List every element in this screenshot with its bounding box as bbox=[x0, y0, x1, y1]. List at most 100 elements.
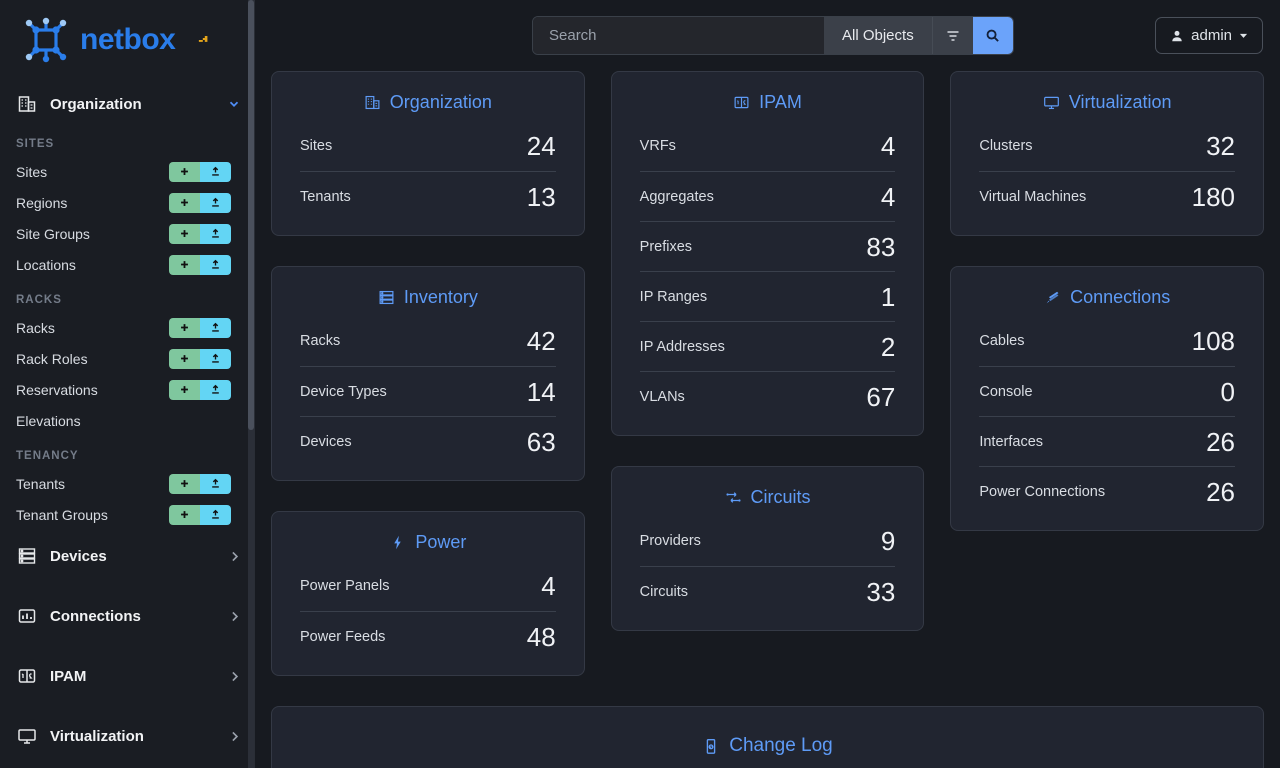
stat-row[interactable]: Devices 63 bbox=[300, 416, 556, 466]
server-rack-icon bbox=[16, 545, 38, 567]
card-connections: Connections Cables 108 Console 0 bbox=[950, 266, 1265, 531]
stat-value: 13 bbox=[526, 181, 556, 212]
stat-label: Racks bbox=[300, 333, 341, 349]
stat-row[interactable]: VRFs 4 bbox=[640, 121, 896, 171]
stat-row[interactable]: Sites 24 bbox=[300, 121, 556, 171]
stat-row[interactable]: Power Feeds 48 bbox=[300, 611, 556, 661]
upload-icon[interactable] bbox=[200, 504, 231, 525]
upload-icon[interactable] bbox=[200, 348, 231, 369]
upload-icon[interactable] bbox=[200, 223, 231, 244]
stat-row[interactable]: Prefixes 83 bbox=[639, 221, 896, 271]
sidebar-item-reservations[interactable]: Reservations bbox=[0, 374, 254, 405]
sidebar-group-devices[interactable]: Devices bbox=[0, 536, 254, 576]
stat-label: Devices bbox=[300, 433, 352, 450]
stat-row[interactable]: Console 0 bbox=[979, 366, 1236, 416]
stat-label: VLANs bbox=[639, 388, 685, 405]
sidebar-item-elevations[interactable]: Elevations bbox=[0, 405, 254, 436]
plus-icon[interactable] bbox=[169, 379, 200, 400]
stat-label: Device Types bbox=[300, 383, 387, 400]
stat-label: IP Ranges bbox=[639, 288, 708, 305]
user-menu-label: admin bbox=[1191, 27, 1232, 44]
sidebar: netbox Organization bbox=[0, 0, 255, 768]
stat-row[interactable]: Interfaces 26 bbox=[979, 416, 1236, 466]
sidebar-item-tenant-groups[interactable]: Tenant Groups bbox=[0, 499, 254, 530]
filter-icon[interactable] bbox=[932, 17, 973, 54]
chevron-right-icon bbox=[228, 610, 241, 623]
search-input[interactable] bbox=[533, 17, 824, 54]
card-header[interactable]: Virtualization bbox=[951, 82, 1263, 121]
sidebar-scroll-area: netbox Organization bbox=[0, 0, 254, 768]
stat-row[interactable]: Tenants 13 bbox=[300, 171, 556, 221]
card-header[interactable]: Connections bbox=[951, 277, 1263, 316]
stat-label: VRFs bbox=[639, 138, 676, 154]
card-header[interactable]: Change Log bbox=[272, 725, 1263, 765]
search-scope-dropdown[interactable]: All Objects bbox=[824, 17, 933, 54]
stat-row[interactable]: Cables 108 bbox=[979, 316, 1235, 366]
monitor-icon bbox=[16, 725, 38, 747]
plus-icon[interactable] bbox=[169, 223, 200, 244]
sidebar-item-sites[interactable]: Sites bbox=[0, 156, 254, 187]
stat-row[interactable]: Aggregates 4 bbox=[639, 171, 896, 221]
netbox-logo-icon bbox=[22, 16, 70, 64]
card-header[interactable]: Circuits bbox=[612, 477, 924, 516]
stat-value: 33 bbox=[866, 576, 896, 607]
user-menu-button[interactable]: admin bbox=[1155, 17, 1263, 54]
plus-icon[interactable] bbox=[169, 348, 200, 369]
stat-row[interactable]: IP Addresses 2 bbox=[639, 321, 896, 371]
upload-icon[interactable] bbox=[200, 192, 231, 213]
pin-icon[interactable] bbox=[197, 33, 212, 48]
upload-icon[interactable] bbox=[200, 379, 231, 400]
plus-icon[interactable] bbox=[169, 254, 200, 275]
plus-icon[interactable] bbox=[169, 161, 200, 182]
upload-icon[interactable] bbox=[200, 317, 231, 338]
card-header[interactable]: Inventory bbox=[272, 277, 584, 316]
sidebar-group-ipam[interactable]: IPAM bbox=[0, 656, 254, 696]
plus-icon[interactable] bbox=[169, 473, 200, 494]
stat-row[interactable]: Power Connections 26 bbox=[979, 466, 1236, 516]
stat-value: 4 bbox=[880, 181, 896, 212]
sidebar-item-racks[interactable]: Racks bbox=[0, 312, 254, 343]
sidebar-item-locations[interactable]: Locations bbox=[0, 249, 254, 280]
stat-row[interactable]: Racks 42 bbox=[300, 316, 556, 366]
card-header[interactable]: Power bbox=[272, 522, 584, 561]
card-header[interactable]: IPAM bbox=[612, 82, 924, 121]
card-header[interactable]: Organization bbox=[272, 82, 584, 121]
stat-row[interactable]: Power Panels 4 bbox=[300, 561, 556, 611]
stat-list: Cables 108 Console 0 Interfaces 26 bbox=[951, 316, 1263, 516]
sidebar-item-label: Sites bbox=[16, 163, 48, 180]
bolt-icon bbox=[389, 534, 406, 551]
cable-icon bbox=[1044, 289, 1061, 306]
stat-row[interactable]: Providers 9 bbox=[640, 516, 896, 566]
card-title-label: Change Log bbox=[729, 735, 833, 756]
plus-icon[interactable] bbox=[169, 317, 200, 338]
stat-row[interactable]: Circuits 33 bbox=[639, 566, 896, 616]
upload-icon[interactable] bbox=[200, 161, 231, 182]
stat-list: Providers 9 Circuits 33 bbox=[612, 516, 924, 616]
sidebar-item-site-groups[interactable]: Site Groups bbox=[0, 218, 254, 249]
stat-row[interactable]: VLANs 67 bbox=[639, 371, 896, 421]
sidebar-scrollbar-track[interactable] bbox=[248, 0, 254, 768]
stat-value: 63 bbox=[526, 426, 556, 457]
sidebar-group-organization[interactable]: Organization bbox=[0, 84, 254, 124]
stat-row[interactable]: Clusters 32 bbox=[979, 121, 1235, 171]
search-icon[interactable] bbox=[972, 17, 1013, 54]
stat-value: 26 bbox=[1206, 476, 1236, 507]
card-title-label: Circuits bbox=[750, 487, 811, 507]
sidebar-item-rack-roles[interactable]: Rack Roles bbox=[0, 343, 254, 374]
stat-row[interactable]: Virtual Machines 180 bbox=[979, 171, 1236, 221]
brand-header[interactable]: netbox bbox=[0, 0, 254, 84]
plus-icon[interactable] bbox=[169, 504, 200, 525]
upload-icon[interactable] bbox=[200, 473, 231, 494]
sidebar-group-virtualization[interactable]: Virtualization bbox=[0, 716, 254, 756]
stat-label: IP Addresses bbox=[639, 338, 725, 355]
sidebar-item-regions[interactable]: Regions bbox=[0, 187, 254, 218]
sidebar-scrollbar-thumb[interactable] bbox=[248, 0, 254, 430]
stat-row[interactable]: IP Ranges 1 bbox=[639, 271, 896, 321]
circuits-icon bbox=[725, 489, 742, 506]
sidebar-group-connections[interactable]: Connections bbox=[0, 596, 254, 636]
sidebar-item-tenants[interactable]: Tenants bbox=[0, 468, 254, 499]
stat-list: Racks 42 Device Types 14 Devices 63 bbox=[272, 316, 584, 466]
upload-icon[interactable] bbox=[200, 254, 231, 275]
stat-row[interactable]: Device Types 14 bbox=[300, 366, 556, 416]
plus-icon[interactable] bbox=[169, 192, 200, 213]
